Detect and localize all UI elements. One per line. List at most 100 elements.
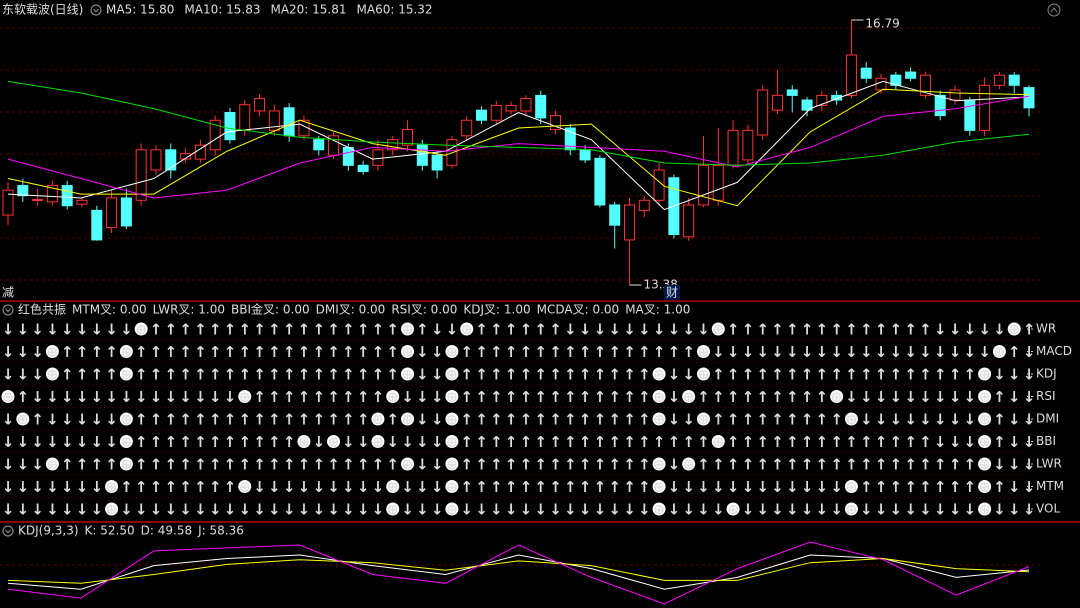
signal-up: ↑ <box>238 411 251 429</box>
signal-down: ↓ <box>416 433 429 451</box>
signal-down: ↓ <box>579 501 592 519</box>
signal-header: 红色共振 <box>18 302 66 317</box>
signal-down: ↓ <box>431 321 444 339</box>
candle-body <box>120 197 132 227</box>
signal-down: ↓ <box>756 343 769 361</box>
signal-down: ↓ <box>31 501 44 519</box>
signal-down: ↓ <box>993 366 1006 384</box>
signal-cross: ⊕ <box>979 435 991 451</box>
signal-down: ↓ <box>224 388 237 406</box>
signal-up: ↑ <box>342 343 355 361</box>
signal-up: ↑ <box>875 366 888 384</box>
row-label: VOL <box>1036 502 1060 516</box>
signal-cross-bg <box>460 322 474 336</box>
signal-down: ↓ <box>253 501 266 519</box>
signal-up: ↑ <box>816 433 829 451</box>
candle-body <box>61 185 73 207</box>
candle-body <box>757 89 769 136</box>
candle-body <box>727 129 739 166</box>
candle-body <box>461 119 473 137</box>
signal-cross: ⊕ <box>653 480 665 496</box>
candle-body <box>683 204 695 238</box>
signal-up: ↑ <box>298 343 311 361</box>
signal-down: ↓ <box>816 478 829 496</box>
signal-up: ↑ <box>520 321 533 339</box>
signal-up: ↑ <box>564 366 577 384</box>
signal-down: ↓ <box>61 388 74 406</box>
signal-down: ↓ <box>386 433 399 451</box>
signal-up: ↑ <box>135 411 148 429</box>
collapse-icon <box>1050 7 1058 13</box>
signal-up: ↑ <box>342 456 355 474</box>
signal-up: ↑ <box>253 366 266 384</box>
signal-up: ↑ <box>150 478 163 496</box>
signal-up: ↑ <box>919 366 932 384</box>
signal-cross-bg <box>371 435 385 448</box>
candle-body <box>283 107 295 137</box>
signal-up: ↑ <box>312 343 325 361</box>
signal-down: ↓ <box>416 501 429 519</box>
signal-down: ↓ <box>268 478 281 496</box>
signal-cross-bg <box>445 502 459 516</box>
signal-cross: ⊕ <box>387 502 399 518</box>
signal-up: ↑ <box>490 433 503 451</box>
signal-cross: ⊕ <box>979 390 991 406</box>
signal-up: ↑ <box>253 343 266 361</box>
signal-up: ↑ <box>327 366 340 384</box>
legend-item: MA20: 15.81 <box>270 3 346 17</box>
signal-up: ↑ <box>919 321 932 339</box>
signal-cross: ⊕ <box>994 345 1006 361</box>
signal-down: ↓ <box>949 411 962 429</box>
row-label: MTM <box>1036 479 1064 493</box>
signal-up: ↑ <box>164 456 177 474</box>
signal-up: ↑ <box>475 366 488 384</box>
signal-down: ↓ <box>875 388 888 406</box>
signal-cross-bg <box>978 390 992 403</box>
signal-up: ↑ <box>505 388 518 406</box>
signal-up: ↑ <box>164 366 177 384</box>
signal-down: ↓ <box>31 366 44 384</box>
signal-down: ↓ <box>416 366 429 384</box>
signal-down: ↓ <box>771 343 784 361</box>
signal-down: ↓ <box>76 321 89 339</box>
candle-body <box>268 110 280 131</box>
candle-body <box>905 71 917 79</box>
signal-cross: ⊕ <box>846 412 858 428</box>
signal-down: ↓ <box>771 501 784 519</box>
signal-up: ↑ <box>564 343 577 361</box>
signal-up: ↑ <box>993 411 1006 429</box>
signal-cross: ⊕ <box>446 435 458 451</box>
candle-body <box>638 199 650 211</box>
signal-cross-bg <box>386 502 400 516</box>
signal-up: ↑ <box>238 343 251 361</box>
signal-down: ↓ <box>90 321 103 339</box>
signal-down: ↓ <box>357 478 370 496</box>
signal-up: ↑ <box>327 411 340 429</box>
signal-cross: ⊕ <box>979 480 991 496</box>
signal-down: ↓ <box>238 501 251 519</box>
legend-toggle-arrow <box>93 8 99 13</box>
signal-up: ↑ <box>890 366 903 384</box>
signal-up: ↑ <box>564 411 577 429</box>
signal-down: ↓ <box>934 433 947 451</box>
signal-down: ↓ <box>771 478 784 496</box>
candle-body <box>742 129 754 161</box>
signal-up: ↑ <box>534 366 547 384</box>
candle-body <box>979 84 991 131</box>
signal-down: ↓ <box>653 321 666 339</box>
signal-cross: ⊕ <box>712 322 724 338</box>
note-label: 减 <box>2 286 14 300</box>
collapse-button[interactable] <box>1047 3 1061 17</box>
signal-up: ↑ <box>283 411 296 429</box>
signal-down: ↓ <box>594 321 607 339</box>
signal-up: ↑ <box>490 478 503 496</box>
signal-down: ↓ <box>31 433 44 451</box>
signal-cross: ⊕ <box>446 480 458 496</box>
signal-up: ↑ <box>520 433 533 451</box>
signal-cross-bg <box>652 367 666 381</box>
signal-up: ↑ <box>993 433 1006 451</box>
signal-down: ↓ <box>890 388 903 406</box>
candle-body <box>919 74 931 96</box>
signal-up: ↑ <box>638 411 651 429</box>
signal-cross: ⊕ <box>683 390 695 406</box>
